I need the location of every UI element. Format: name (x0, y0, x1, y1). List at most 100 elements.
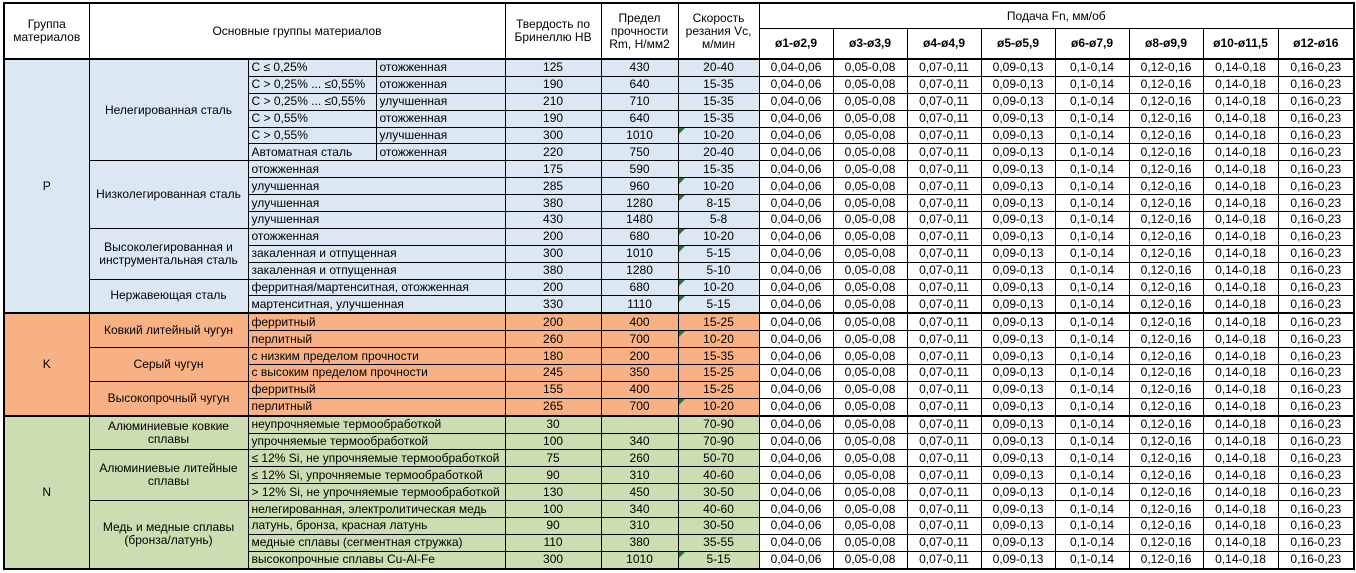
material-detail-cell[interactable]: нелегированная, электролитическая медь (247, 500, 506, 519)
strength-rm-cell[interactable]: 450 (600, 483, 679, 502)
feed-value-cell-8[interactable]: 0,16-0,23 (1277, 211, 1355, 229)
feed-value-cell-6[interactable]: 0,12-0,16 (1128, 550, 1204, 570)
hardness-hb-cell[interactable]: 300 (504, 244, 602, 263)
hardness-hb-cell[interactable]: 190 (504, 75, 602, 94)
header-feed-diameter-5[interactable]: ø6-ø7,9 (1054, 28, 1130, 60)
hardness-hb-cell[interactable]: 175 (504, 160, 602, 179)
hardness-hb-cell[interactable]: 75 (504, 449, 602, 468)
feed-value-cell-1[interactable]: 0,04-0,06 (758, 466, 834, 485)
feed-value-cell-1[interactable]: 0,04-0,06 (758, 330, 834, 349)
feed-value-cell-6[interactable]: 0,12-0,16 (1128, 517, 1204, 535)
strength-rm-cell[interactable]: 1010 (600, 126, 679, 145)
feed-value-cell-3[interactable]: 0,07-0,11 (906, 194, 982, 213)
feed-value-cell-6[interactable]: 0,12-0,16 (1128, 312, 1204, 332)
feed-value-cell-3[interactable]: 0,07-0,11 (906, 57, 982, 77)
feed-value-cell-1[interactable]: 0,04-0,06 (758, 143, 834, 162)
feed-value-cell-7[interactable]: 0,14-0,18 (1202, 92, 1279, 111)
feed-value-cell-6[interactable]: 0,12-0,16 (1128, 449, 1204, 468)
strength-rm-cell[interactable]: 680 (600, 227, 679, 246)
feed-value-cell-8[interactable]: 0,16-0,23 (1277, 57, 1355, 77)
feed-value-cell-6[interactable]: 0,12-0,16 (1128, 160, 1204, 179)
material-detail-cell[interactable]: высокопрочные сплавы Cu-Al-Fe (247, 550, 506, 570)
feed-value-cell-1[interactable]: 0,04-0,06 (758, 244, 834, 263)
feed-value-cell-5[interactable]: 0,1-0,14 (1054, 227, 1130, 246)
strength-rm-cell[interactable]: 700 (600, 397, 679, 417)
cutting-speed-vc-cell[interactable]: 50-70 (677, 449, 760, 468)
cutting-speed-vc-cell[interactable]: 15-25 (677, 312, 760, 332)
feed-value-cell-3[interactable]: 0,07-0,11 (906, 126, 982, 145)
feed-value-cell-1[interactable]: 0,04-0,06 (758, 126, 834, 145)
feed-value-cell-6[interactable]: 0,12-0,16 (1128, 194, 1204, 213)
feed-value-cell-2[interactable]: 0,05-0,08 (832, 312, 908, 332)
subgroup-label-cell[interactable]: Высоколегированная и инструментальная ст… (88, 227, 249, 280)
feed-value-cell-5[interactable]: 0,1-0,14 (1054, 244, 1130, 263)
strength-rm-cell[interactable] (600, 414, 679, 434)
strength-rm-cell[interactable]: 380 (600, 533, 679, 552)
feed-value-cell-5[interactable]: 0,1-0,14 (1054, 278, 1130, 297)
feed-value-cell-7[interactable]: 0,14-0,18 (1202, 126, 1279, 145)
feed-value-cell-6[interactable]: 0,12-0,16 (1128, 483, 1204, 502)
feed-value-cell-6[interactable]: 0,12-0,16 (1128, 500, 1204, 519)
material-detail-cell[interactable]: улучшенная (247, 194, 506, 213)
cutting-speed-vc-cell[interactable]: 70-90 (677, 432, 760, 451)
feed-value-cell-6[interactable]: 0,12-0,16 (1128, 143, 1204, 162)
group-code-cell-k[interactable]: K (3, 312, 90, 417)
feed-value-cell-7[interactable]: 0,14-0,18 (1202, 194, 1279, 213)
feed-value-cell-1[interactable]: 0,04-0,06 (758, 312, 834, 332)
feed-value-cell-8[interactable]: 0,16-0,23 (1277, 160, 1355, 179)
feed-value-cell-8[interactable]: 0,16-0,23 (1277, 397, 1355, 417)
header-feed-diameter-1[interactable]: ø1-ø2,9 (758, 28, 834, 60)
feed-value-cell-1[interactable]: 0,04-0,06 (758, 177, 834, 196)
subgroup-label-cell[interactable]: Алюминиевые литейные сплавы (88, 449, 249, 502)
feed-value-cell-1[interactable]: 0,04-0,06 (758, 397, 834, 417)
cutting-speed-vc-cell[interactable]: 5-10 (677, 261, 760, 280)
feed-value-cell-6[interactable]: 0,12-0,16 (1128, 397, 1204, 417)
feed-value-cell-8[interactable]: 0,16-0,23 (1277, 227, 1355, 246)
feed-value-cell-7[interactable]: 0,14-0,18 (1202, 432, 1279, 451)
feed-value-cell-2[interactable]: 0,05-0,08 (832, 550, 908, 570)
feed-value-cell-5[interactable]: 0,1-0,14 (1054, 75, 1130, 94)
feed-value-cell-8[interactable]: 0,16-0,23 (1277, 449, 1355, 468)
feed-value-cell-2[interactable]: 0,05-0,08 (832, 483, 908, 502)
feed-value-cell-2[interactable]: 0,05-0,08 (832, 57, 908, 77)
strength-rm-cell[interactable]: 310 (600, 466, 679, 485)
feed-value-cell-8[interactable]: 0,16-0,23 (1277, 126, 1355, 145)
hardness-hb-cell[interactable]: 380 (504, 261, 602, 280)
feed-value-cell-3[interactable]: 0,07-0,11 (906, 211, 982, 229)
header-feed-diameter-2[interactable]: ø3-ø3,9 (832, 28, 908, 60)
feed-value-cell-7[interactable]: 0,14-0,18 (1202, 347, 1279, 366)
feed-value-cell-7[interactable]: 0,14-0,18 (1202, 57, 1279, 77)
feed-value-cell-5[interactable]: 0,1-0,14 (1054, 194, 1130, 213)
strength-rm-cell[interactable]: 700 (600, 330, 679, 349)
cutting-speed-vc-cell[interactable]: 5-15 (677, 550, 760, 570)
feed-value-cell-5[interactable]: 0,1-0,14 (1054, 57, 1130, 77)
feed-value-cell-6[interactable]: 0,12-0,16 (1128, 227, 1204, 246)
subgroup-label-cell[interactable]: Низколегированная сталь (88, 160, 249, 229)
hardness-hb-cell[interactable]: 200 (504, 278, 602, 297)
feed-value-cell-4[interactable]: 0,09-0,13 (980, 550, 1056, 570)
header-feed-diameter-4[interactable]: ø5-ø5,9 (980, 28, 1056, 60)
cutting-speed-vc-cell[interactable]: 15-35 (677, 92, 760, 111)
feed-value-cell-4[interactable]: 0,09-0,13 (980, 483, 1056, 502)
feed-value-cell-7[interactable]: 0,14-0,18 (1202, 227, 1279, 246)
feed-value-cell-1[interactable]: 0,04-0,06 (758, 550, 834, 570)
feed-value-cell-1[interactable]: 0,04-0,06 (758, 517, 834, 535)
feed-value-cell-5[interactable]: 0,1-0,14 (1054, 347, 1130, 366)
hardness-hb-cell[interactable]: 210 (504, 92, 602, 111)
feed-value-cell-4[interactable]: 0,09-0,13 (980, 211, 1056, 229)
strength-rm-cell[interactable]: 680 (600, 278, 679, 297)
feed-value-cell-1[interactable]: 0,04-0,06 (758, 432, 834, 451)
subgroup-label-cell[interactable]: Высокопрочный чугун (88, 380, 249, 417)
feed-value-cell-2[interactable]: 0,05-0,08 (832, 244, 908, 263)
feed-value-cell-7[interactable]: 0,14-0,18 (1202, 143, 1279, 162)
feed-value-cell-2[interactable]: 0,05-0,08 (832, 414, 908, 434)
strength-rm-cell[interactable]: 350 (600, 364, 679, 382)
feed-value-cell-8[interactable]: 0,16-0,23 (1277, 177, 1355, 196)
feed-value-cell-1[interactable]: 0,04-0,06 (758, 533, 834, 552)
strength-rm-cell[interactable]: 590 (600, 160, 679, 179)
material-detail-cell[interactable]: ≤ 12% Si, не упрочняемые термообработкой (247, 449, 506, 468)
feed-value-cell-3[interactable]: 0,07-0,11 (906, 330, 982, 349)
header-hardness-hb[interactable]: Твердость по Бринеллю HB (504, 2, 602, 60)
feed-value-cell-4[interactable]: 0,09-0,13 (980, 380, 1056, 399)
feed-value-cell-3[interactable]: 0,07-0,11 (906, 227, 982, 246)
